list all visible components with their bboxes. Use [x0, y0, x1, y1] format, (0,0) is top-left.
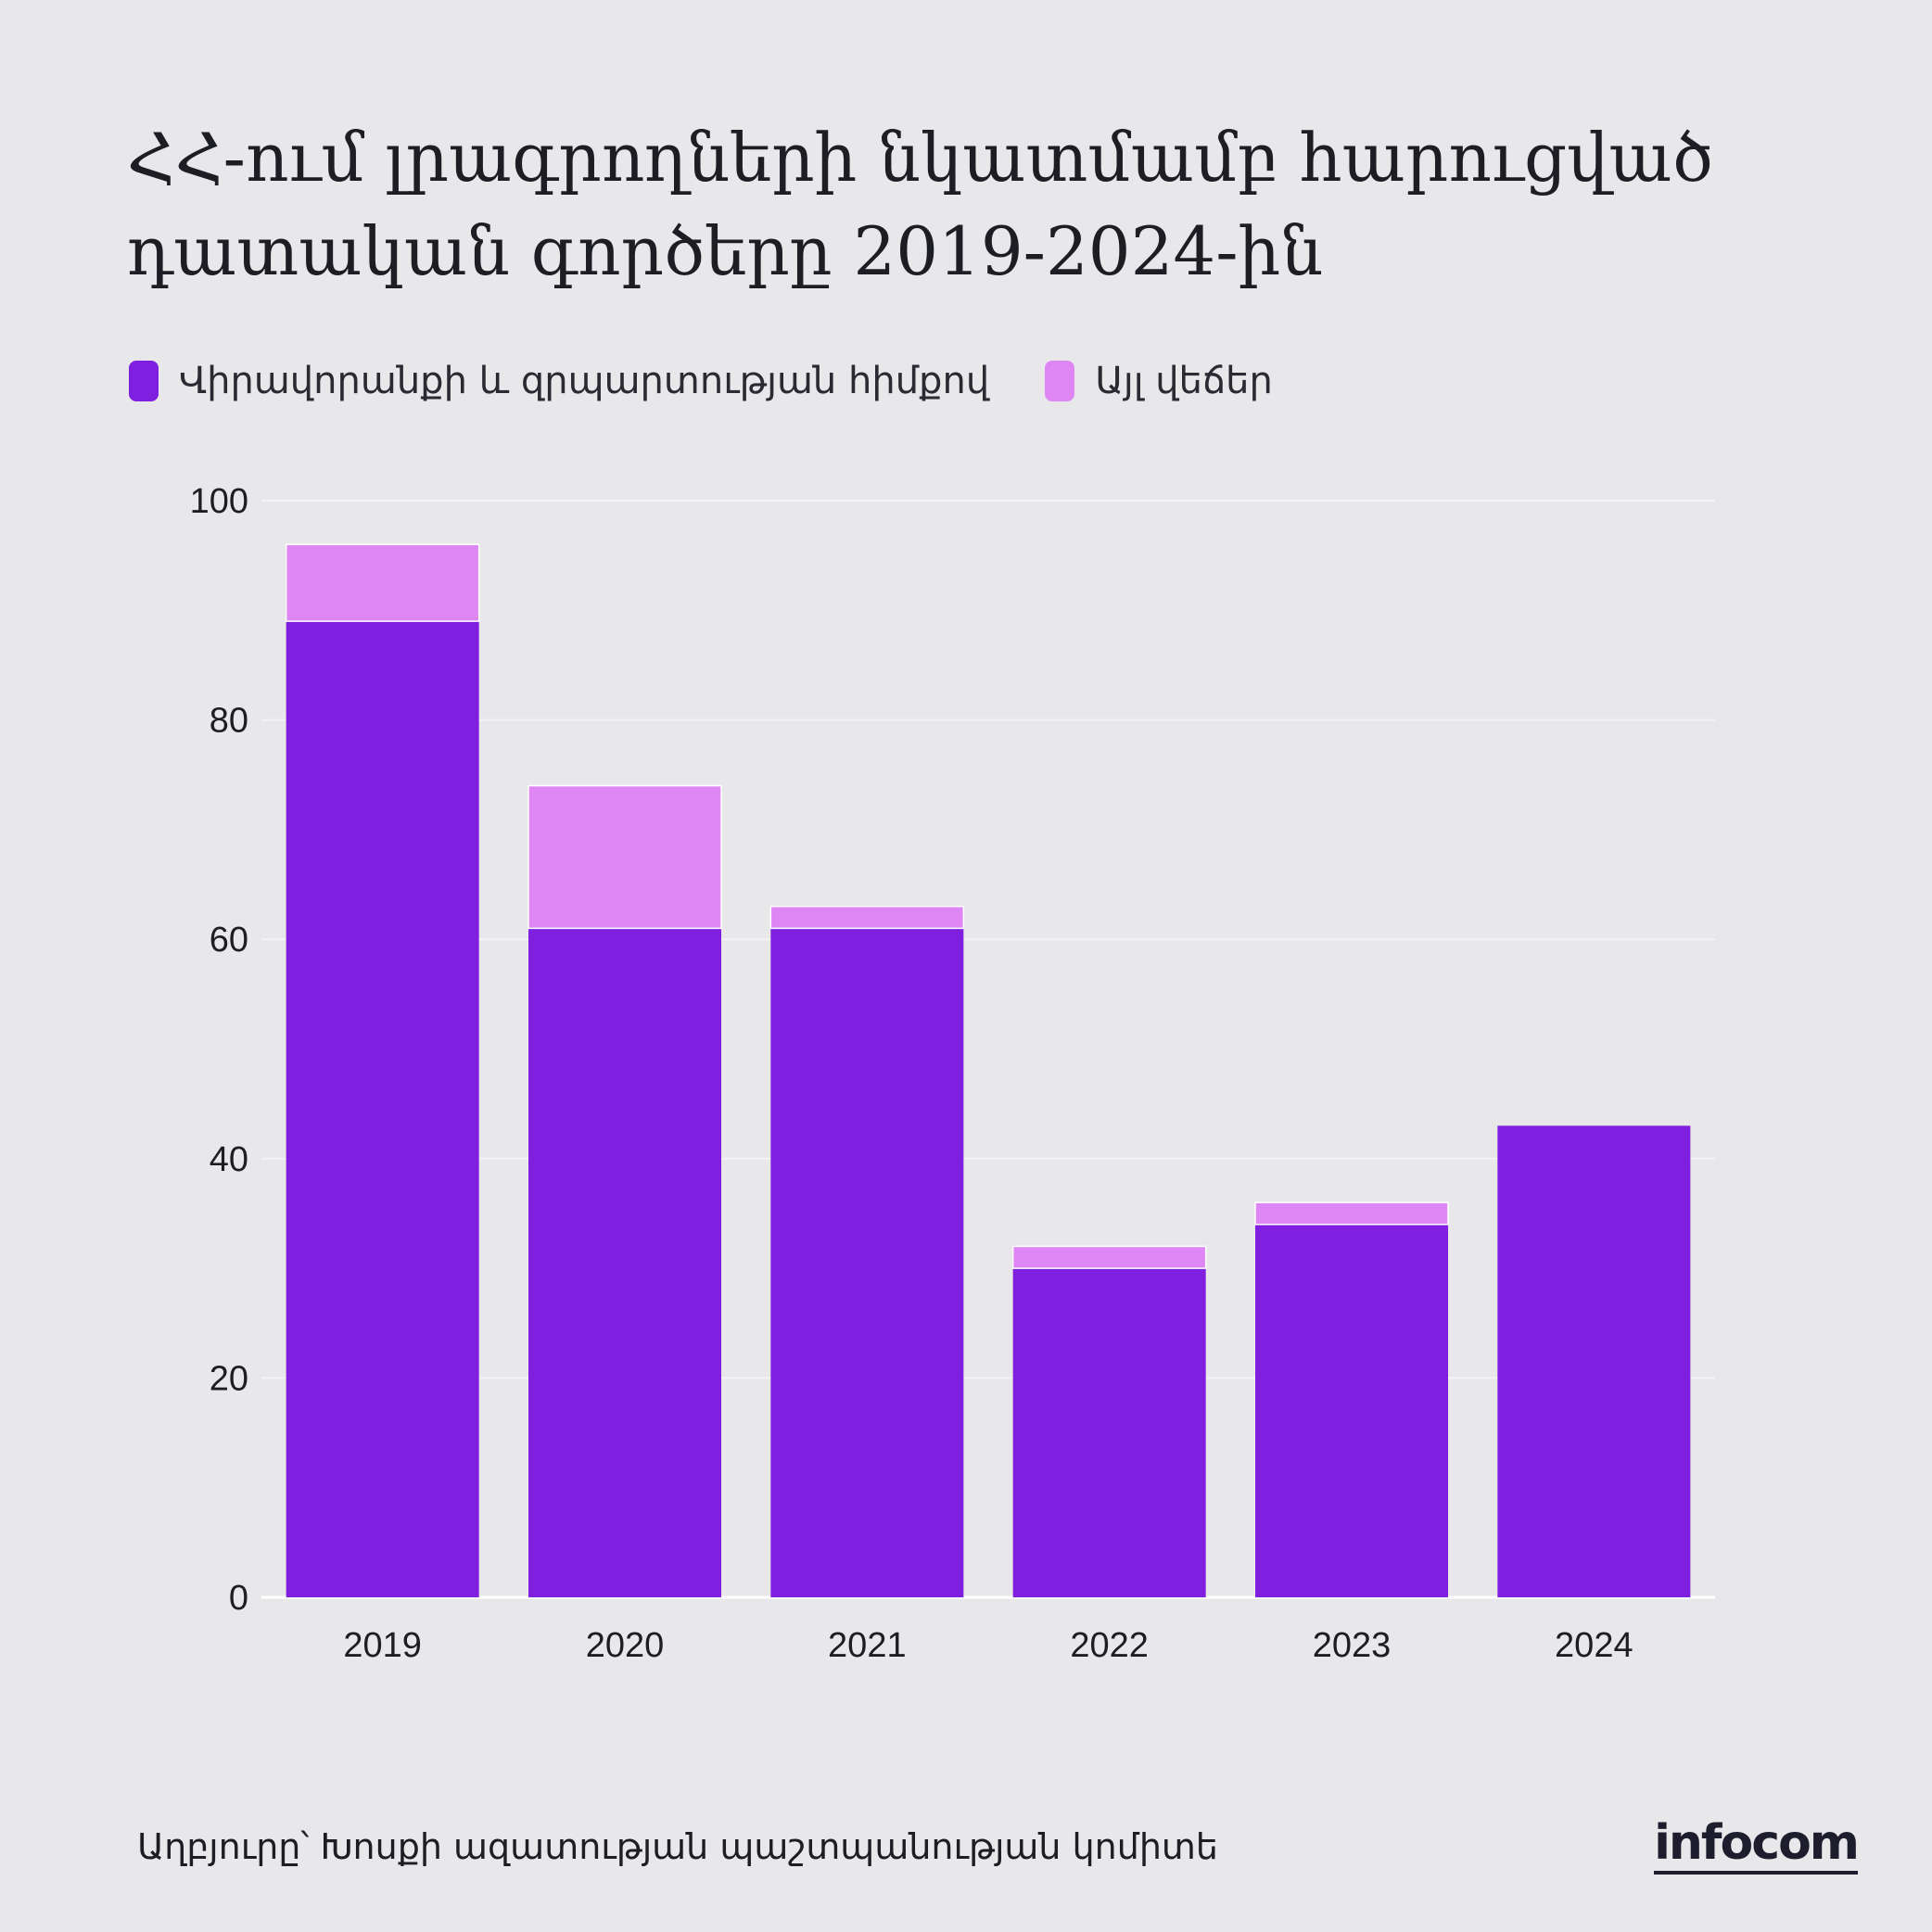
bar-2023-series-0 [1255, 1224, 1448, 1597]
x-axis-ticks: 2019 2020 2021 2022 2023 2024 [343, 1626, 1633, 1665]
y-tick-label: 60 [210, 921, 248, 960]
legend-swatch-defamation [129, 361, 159, 401]
grid-lines [261, 500, 1715, 1599]
bar-2021-series-0 [770, 928, 964, 1597]
x-tick-label: 2021 [828, 1626, 907, 1665]
y-tick-label: 100 [190, 482, 248, 521]
y-tick-label: 40 [210, 1140, 248, 1179]
x-tick-label: 2020 [586, 1626, 665, 1665]
legend-item-other: Այլ վեճեր [1045, 360, 1273, 402]
legend: Վիրավորանքի և զրպարտության հիմքով Այլ վե… [129, 360, 1328, 402]
source-note: Աղբյուրը՝ Խոսքի ազատության պաշտպանության… [137, 1826, 1218, 1867]
bar-2022-series-1 [1011, 1245, 1207, 1269]
legend-item-defamation: Վիրավորանքի և զրպարտության հիմքով [129, 360, 989, 402]
bars [285, 543, 1691, 1597]
bar-2023-series-1 [1254, 1201, 1449, 1226]
legend-label-other: Այլ վեճեր [1095, 360, 1273, 402]
x-tick-label: 2019 [343, 1626, 422, 1665]
legend-swatch-other [1045, 361, 1075, 401]
bar-2024-series-0 [1497, 1125, 1691, 1597]
bar-2020-series-0 [528, 928, 721, 1597]
bar-2021-series-1 [769, 905, 965, 930]
bar-2019-series-0 [286, 621, 479, 1597]
y-tick-label: 80 [210, 702, 248, 741]
y-axis-ticks: 0 20 40 60 80 100 [190, 482, 248, 1618]
infocom-logo: infocom [1654, 1819, 1860, 1875]
bar-chart: 0 20 40 60 80 100 2019 2020 2021 2022 2023 2024 [190, 482, 1715, 1665]
y-tick-label: 0 [229, 1579, 248, 1618]
chart-title: ՀՀ-ում լրագրողների նկատմամբ հարուցված դա… [127, 119, 1713, 290]
x-tick-label: 2024 [1555, 1626, 1633, 1665]
bar-2022-series-0 [1012, 1268, 1206, 1597]
legend-label-defamation: Վիրավորանքի և զրպարտության հիմքով [179, 360, 990, 402]
bar-2019-series-1 [285, 543, 480, 622]
y-tick-label: 20 [210, 1359, 248, 1398]
x-tick-label: 2023 [1313, 1626, 1392, 1665]
bar-2020-series-1 [527, 784, 722, 930]
x-tick-label: 2022 [1070, 1626, 1149, 1665]
